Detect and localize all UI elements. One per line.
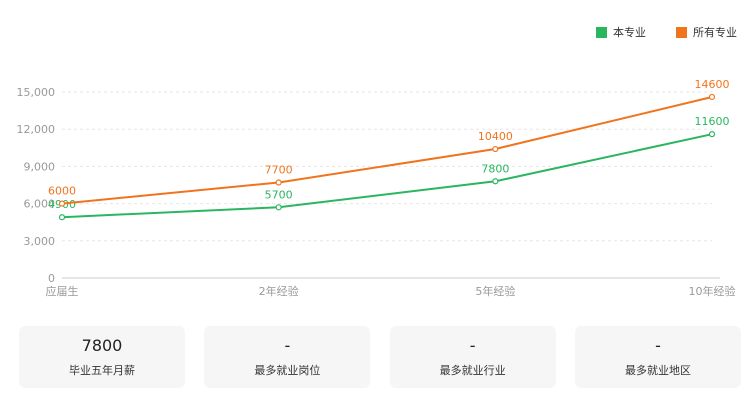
x-tick-label: 5年经验 xyxy=(475,284,515,298)
data-label: 7700 xyxy=(265,164,293,177)
data-label: 7800 xyxy=(481,162,509,175)
legend-item-all[interactable]: 所有专业 xyxy=(676,24,737,40)
data-point xyxy=(58,200,66,207)
series-line-1 xyxy=(61,96,713,205)
x-tick-label: 2年经验 xyxy=(259,284,299,298)
data-point xyxy=(275,204,282,211)
data-label: 6000 xyxy=(48,185,76,198)
card-value: - xyxy=(655,336,661,355)
data-point xyxy=(58,214,66,221)
data-point xyxy=(708,93,716,101)
y-tick-label: 9,000 xyxy=(24,160,56,173)
card-label: 最多就业地区 xyxy=(624,364,691,377)
data-label: 11600 xyxy=(695,115,730,128)
card-value: - xyxy=(469,336,476,355)
card-label: 最多就业行业 xyxy=(439,364,506,377)
data-point xyxy=(492,145,499,153)
line-chart: 0 3,000 6,000 9,000 12,000 15,000 应届生 2年经验 5年经验 1… xyxy=(17,78,736,298)
legend-swatch-major xyxy=(596,26,607,38)
summary-cards: 7800 毕业五年月薪 - 最多就业岗位 - 最多就业行业 - 最多就业地区 xyxy=(19,326,741,388)
y-tick-label: 15,000 xyxy=(17,86,56,99)
x-tick-label: 应届生 xyxy=(46,284,79,298)
data-label: 10400 xyxy=(478,130,513,143)
y-tick-label: 6,000 xyxy=(24,198,56,211)
card-five-year-salary: 7800 毕业五年月薪 xyxy=(19,326,185,388)
card-value: - xyxy=(284,336,291,355)
chart-legend: 本专业 所有专业 xyxy=(566,24,737,40)
card-top-position: - 最多就业岗位 xyxy=(204,326,371,388)
data-point xyxy=(708,131,716,138)
series-line-0 xyxy=(61,133,713,219)
card-top-industry: - 最多就业行业 xyxy=(389,326,556,388)
card-top-region: - 最多就业地区 xyxy=(574,326,741,388)
legend-label-major: 本专业 xyxy=(613,26,646,39)
data-label: 5700 xyxy=(265,188,293,201)
card-label: 最多就业岗位 xyxy=(254,364,321,377)
data-point xyxy=(492,178,499,185)
card-label: 毕业五年月薪 xyxy=(69,364,135,377)
legend-item-major[interactable]: 本专业 xyxy=(596,24,646,40)
data-label: 14600 xyxy=(695,78,730,91)
card-value: 7800 xyxy=(81,336,123,355)
legend-swatch-all xyxy=(676,26,687,38)
y-tick-label: 12,000 xyxy=(17,123,56,136)
y-tick-label: 0 xyxy=(48,272,55,285)
y-tick-label: 3,000 xyxy=(24,235,56,248)
data-point xyxy=(275,179,282,186)
legend-label-all: 所有专业 xyxy=(693,26,737,39)
x-tick-label: 10年经验 xyxy=(689,284,736,298)
